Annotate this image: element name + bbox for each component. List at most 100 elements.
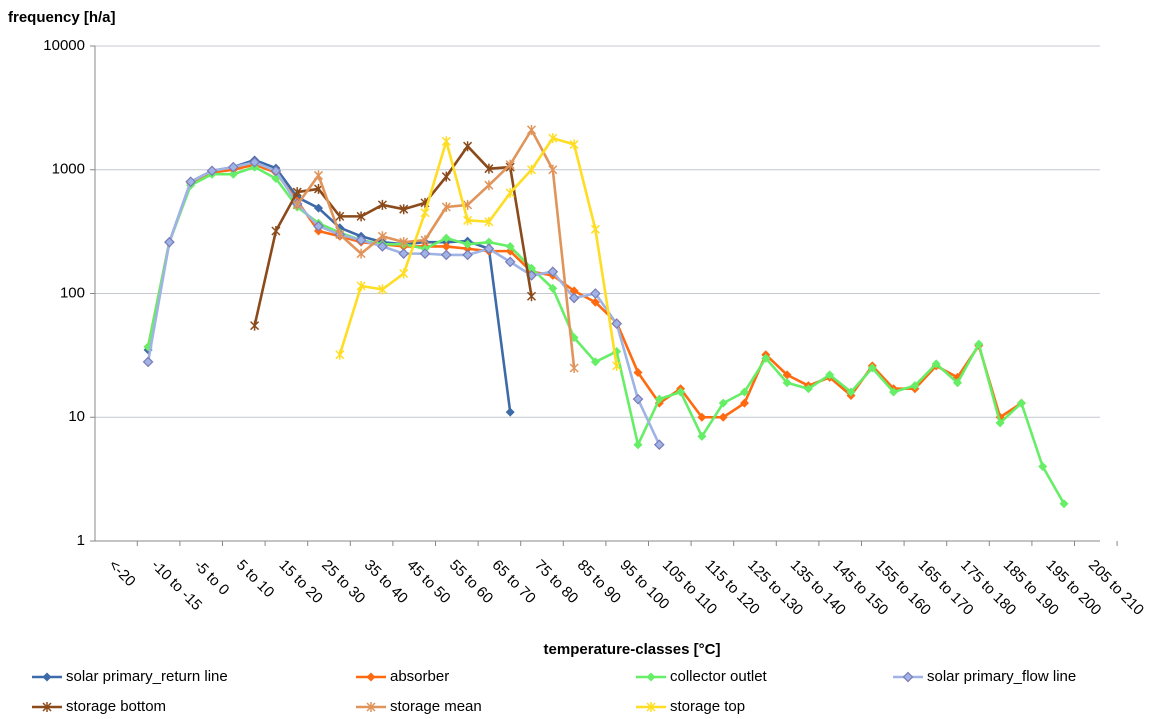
- marker: [463, 239, 473, 249]
- x-tick-label: 25 to 30: [318, 557, 368, 607]
- marker: [676, 387, 686, 397]
- marker: [974, 339, 984, 349]
- marker: [484, 216, 494, 227]
- marker: [633, 440, 643, 450]
- marker: [740, 398, 749, 408]
- marker: [292, 199, 302, 210]
- marker: [995, 418, 1005, 428]
- marker: [825, 370, 835, 380]
- legend-label: storage mean: [390, 698, 482, 715]
- series-line: [146, 158, 512, 413]
- marker: [399, 268, 409, 279]
- marker: [547, 266, 559, 278]
- marker: [548, 164, 558, 175]
- series-line: [253, 144, 533, 326]
- series-line: [146, 163, 1023, 419]
- marker: [250, 320, 260, 331]
- marker: [1016, 398, 1026, 408]
- marker: [399, 204, 409, 215]
- marker: [803, 384, 813, 394]
- marker: [441, 136, 451, 147]
- marker: [441, 241, 451, 251]
- marker: [505, 187, 515, 198]
- y-tick-label: 1: [77, 532, 85, 549]
- marker: [227, 161, 239, 173]
- marker: [377, 241, 388, 252]
- marker: [399, 237, 409, 248]
- marker: [782, 378, 792, 388]
- marker: [164, 236, 175, 248]
- marker: [185, 176, 197, 188]
- marker: [441, 171, 451, 182]
- x-tick-label: <-20: [105, 557, 139, 591]
- x-tick-label: 35 to 40: [361, 557, 411, 607]
- marker: [548, 283, 558, 293]
- marker: [355, 234, 367, 246]
- marker: [653, 439, 665, 451]
- marker: [483, 243, 495, 255]
- legend-marker: [42, 672, 52, 682]
- marker: [335, 211, 345, 222]
- marker: [463, 141, 473, 152]
- x-tick-label: 15 to 20: [276, 557, 326, 607]
- legend-label: storage bottom: [66, 698, 166, 715]
- marker: [697, 412, 707, 422]
- x-tick-label: 55 to 60: [446, 557, 496, 607]
- marker: [271, 225, 281, 236]
- marker: [761, 353, 771, 363]
- marker: [1038, 461, 1048, 471]
- legend-label: storage top: [670, 698, 745, 715]
- marker: [846, 387, 856, 397]
- marker: [568, 292, 580, 304]
- marker: [910, 381, 920, 391]
- legend-marker: [366, 672, 376, 682]
- x-tick-label: 65 to 70: [489, 557, 539, 607]
- series-line: [296, 128, 576, 369]
- marker: [590, 224, 600, 235]
- marker: [889, 387, 899, 397]
- marker: [569, 363, 579, 374]
- marker: [313, 170, 324, 181]
- marker: [1059, 499, 1069, 509]
- marker: [270, 165, 282, 177]
- marker: [314, 203, 323, 213]
- marker: [335, 229, 345, 240]
- marker: [419, 248, 431, 259]
- legend-marker: [366, 702, 376, 712]
- marker: [782, 370, 792, 380]
- marker: [142, 356, 154, 368]
- marker: [740, 387, 749, 397]
- marker: [420, 207, 430, 218]
- marker: [462, 249, 473, 261]
- marker: [440, 249, 452, 261]
- marker: [654, 394, 664, 404]
- marker: [505, 241, 515, 251]
- marker: [228, 169, 238, 179]
- marker: [377, 284, 387, 295]
- marker: [398, 248, 410, 259]
- marker: [569, 139, 579, 150]
- x-tick-label: 45 to 50: [403, 557, 453, 607]
- marker: [527, 263, 536, 273]
- marker: [526, 291, 537, 302]
- marker: [292, 187, 302, 198]
- marker: [697, 431, 707, 441]
- marker: [931, 359, 941, 369]
- marker: [356, 280, 366, 291]
- marker: [206, 165, 218, 177]
- marker: [313, 220, 324, 232]
- y-tick-label: 100: [60, 284, 85, 301]
- y-tick-label: 1000: [52, 161, 85, 178]
- x-tick-label: 5 to 10: [233, 557, 277, 601]
- legend-marker: [42, 702, 52, 712]
- marker: [249, 156, 260, 168]
- legend-label: solar primary_flow line: [927, 668, 1076, 685]
- marker: [867, 363, 877, 373]
- marker: [463, 215, 473, 226]
- marker: [441, 202, 451, 213]
- marker: [633, 367, 643, 377]
- marker: [356, 211, 366, 222]
- marker: [441, 233, 451, 243]
- marker: [335, 349, 345, 360]
